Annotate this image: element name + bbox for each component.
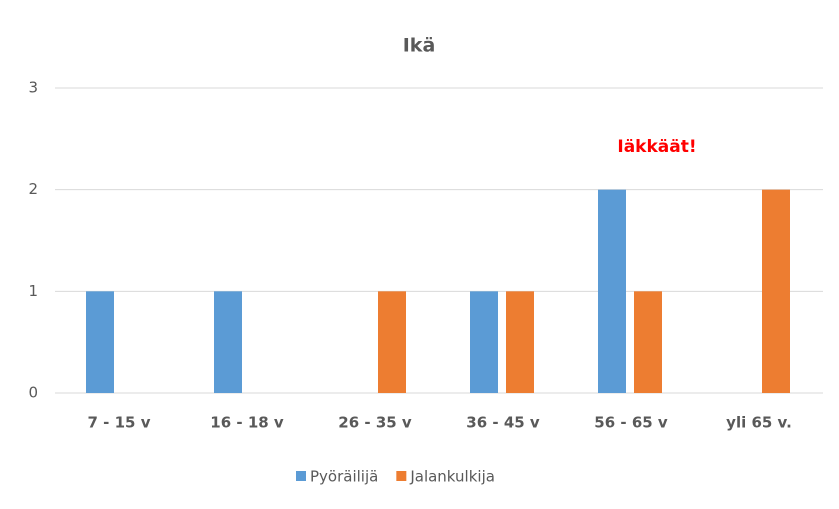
legend-swatch xyxy=(296,471,306,481)
x-tick-label: 7 - 15 v xyxy=(88,414,151,432)
bar xyxy=(762,189,790,393)
legend-label: Jalankulkija xyxy=(409,468,495,486)
legend-label: Pyöräilijä xyxy=(310,468,378,486)
x-tick-label: 56 - 65 v xyxy=(594,414,668,432)
x-tick-label: 36 - 45 v xyxy=(466,414,540,432)
x-tick-label: 26 - 35 v xyxy=(338,414,412,432)
bar xyxy=(214,291,242,393)
x-tick-label: 16 - 18 v xyxy=(210,414,284,432)
bar xyxy=(86,291,114,393)
bar xyxy=(634,291,662,393)
y-tick-label: 3 xyxy=(28,79,38,97)
chart-title: Ikä xyxy=(403,35,436,57)
annotation: Iäkkäät! xyxy=(617,137,696,157)
y-tick-label: 2 xyxy=(28,180,38,198)
legend-swatch xyxy=(396,471,407,481)
y-tick-label: 0 xyxy=(28,384,38,402)
bar xyxy=(598,189,626,393)
bar xyxy=(470,291,498,393)
bar xyxy=(506,291,534,393)
bar xyxy=(378,291,406,393)
y-tick-label: 1 xyxy=(28,282,38,300)
x-tick-label: yli 65 v. xyxy=(726,414,792,432)
